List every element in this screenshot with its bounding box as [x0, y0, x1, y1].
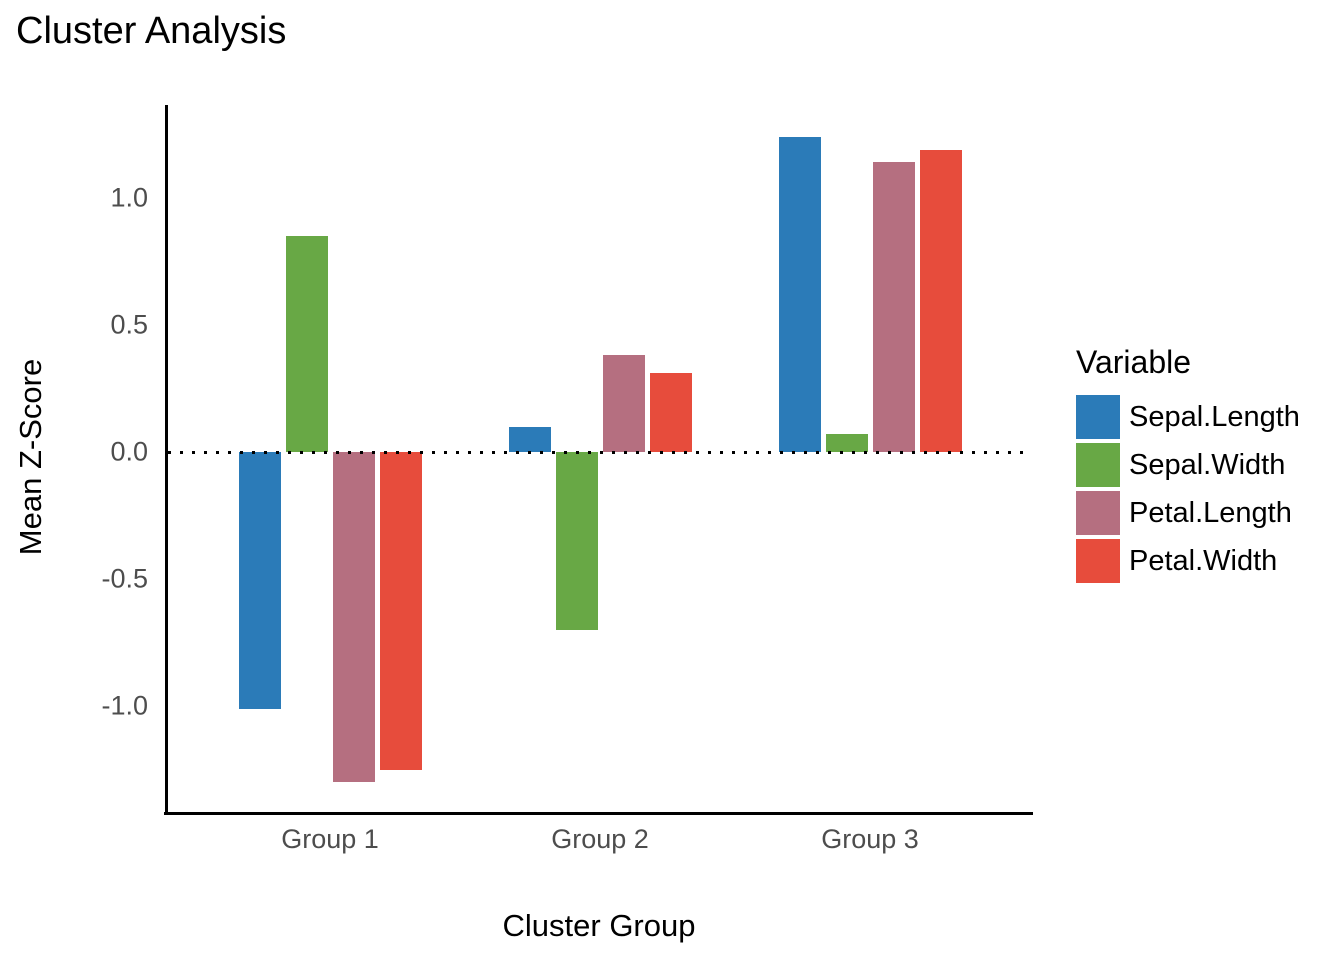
- bar-petal-width-group-1: [379, 452, 422, 770]
- bar-sepal-length-group-1: [238, 452, 281, 709]
- legend-items: Sepal.Length Sepal.Width Petal.Length Petal…: [1076, 395, 1300, 583]
- bar-sepal-length-group-3: [778, 137, 821, 452]
- y-axis-title: Mean Z-Score: [13, 358, 48, 556]
- zero-reference-line: [168, 451, 1023, 454]
- bar-petal-width-group-2: [649, 373, 692, 452]
- bar-petal-length-group-1: [332, 452, 375, 783]
- y-tick-label-0-0: 0.0: [110, 436, 148, 467]
- chart-title: Cluster Analysis: [16, 10, 287, 52]
- legend: Variable Sepal.Length Sepal.Width Petal.Le…: [1076, 344, 1300, 587]
- x-tick-label-group-2: Group 2: [551, 824, 649, 854]
- bar-petal-length-group-3: [872, 162, 915, 452]
- x-tick-label-group-3: Group 3: [821, 824, 919, 854]
- x-tick-label-group-1: Group 1: [281, 824, 379, 854]
- y-tick-label-0-5: 0.5: [110, 309, 148, 340]
- legend-label-petal-width: Petal.Width: [1129, 544, 1278, 577]
- legend-swatch-petal-width: [1076, 539, 1120, 583]
- x-axis-line: [164, 812, 1033, 815]
- bar-sepal-width-group-3: [825, 434, 868, 452]
- legend-swatch-sepal-width: [1076, 443, 1120, 487]
- legend-swatch-sepal-length: [1076, 395, 1120, 439]
- legend-label-petal-length: Petal.Length: [1129, 496, 1292, 529]
- legend-item-petal-width: Petal.Width: [1076, 539, 1300, 583]
- legend-label-sepal-width: Sepal.Width: [1129, 448, 1286, 481]
- legend-item-sepal-width: Sepal.Width: [1076, 443, 1300, 487]
- x-axis-title: Cluster Group: [502, 908, 696, 943]
- legend-item-petal-length: Petal.Length: [1076, 491, 1300, 535]
- legend-title: Variable: [1076, 344, 1192, 380]
- y-tick-label-1-0: -1.0: [101, 690, 148, 721]
- bar-sepal-length-group-2: [508, 426, 551, 452]
- legend-label-sepal-length: Sepal.Length: [1129, 400, 1300, 433]
- y-axis-line: [165, 105, 168, 815]
- y-tick-label-1-0: 1.0: [110, 182, 148, 213]
- bar-petal-width-group-3: [919, 149, 962, 452]
- bar-sepal-width-group-2: [555, 452, 598, 630]
- bar-sepal-width-group-1: [285, 236, 328, 452]
- y-tick-label-0-5: -0.5: [101, 563, 148, 594]
- legend-item-sepal-length: Sepal.Length: [1076, 395, 1300, 439]
- bar-petal-length-group-2: [602, 355, 645, 452]
- legend-swatch-petal-length: [1076, 491, 1120, 535]
